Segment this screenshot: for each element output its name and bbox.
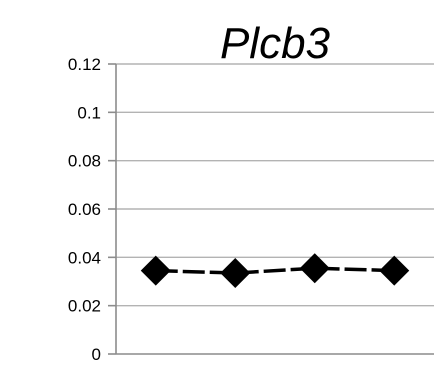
y-tick-label: 0.04	[68, 248, 101, 267]
data-point-marker	[220, 258, 251, 289]
series-line	[155, 266, 395, 275]
data-point-marker	[379, 255, 410, 286]
data-series	[140, 253, 410, 289]
y-axis-tick-labels: 0 0.02 0.04 0.06 0.08 0.1 0.12	[68, 55, 101, 364]
y-tick-label: 0.02	[68, 297, 101, 316]
data-point-marker	[140, 255, 171, 286]
chart-title: Plcb3	[220, 19, 331, 68]
axes	[108, 63, 434, 355]
y-tick-label: 0.1	[77, 103, 101, 122]
gridlines	[116, 63, 434, 307]
y-tick-label: 0.06	[68, 200, 101, 219]
y-tick-label: 0.12	[68, 55, 101, 74]
y-tick-label: 0	[92, 345, 101, 364]
y-tick-label: 0.08	[68, 152, 101, 171]
data-point-marker	[299, 253, 330, 284]
